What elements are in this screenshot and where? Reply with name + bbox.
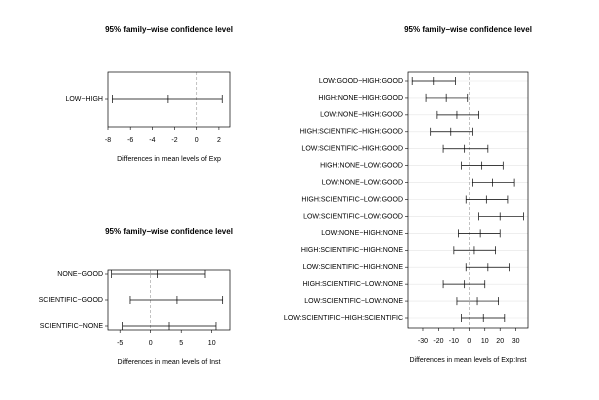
y-tick-label: LOW:NONE−HIGH:GOOD: [320, 112, 403, 119]
x-tick-label: -20: [433, 338, 443, 345]
plot-frame: [407, 71, 529, 329]
chart-title: 95% family−wise confidence level: [404, 25, 532, 34]
chart-title: 95% family−wise confidence level: [105, 227, 233, 236]
x-tick-label: 30: [512, 338, 520, 345]
y-tick-label: HIGH:SCIENTIFIC−LOW:GOOD: [301, 196, 403, 203]
x-axis-label: Differences in mean levels of Exp: [117, 156, 221, 163]
y-tick-label: LOW:SCIENTIFIC−HIGH:GOOD: [301, 146, 403, 153]
y-tick-label: LOW:SCIENTIFIC−LOW:GOOD: [303, 213, 403, 220]
y-tick-label: LOW:NONE−HIGH:NONE: [321, 230, 403, 237]
y-tick-label: HIGH:SCIENTIFIC−HIGH:GOOD: [300, 129, 403, 136]
y-tick-label: LOW:SCIENTIFIC−LOW:NONE: [304, 298, 403, 305]
chart-title: 95% family−wise confidence level: [105, 25, 233, 34]
x-tick-label: 20: [496, 338, 504, 345]
y-tick-label: HIGH:NONE−HIGH:GOOD: [318, 95, 403, 102]
x-tick-label: 0: [195, 137, 199, 144]
y-tick-label: LOW−HIGH: [65, 96, 103, 103]
y-tick-label: SCIENTIFIC−NONE: [40, 323, 104, 330]
y-tick-label: HIGH:SCIENTIFIC−HIGH:NONE: [301, 247, 403, 254]
x-tick-label: -6: [127, 137, 133, 144]
plot-frame: [107, 71, 231, 128]
x-tick-label: 2: [217, 137, 221, 144]
x-axis-label: Differences in mean levels of Exp:Inst: [410, 357, 527, 364]
x-tick-label: -30: [418, 338, 428, 345]
y-tick-label: HIGH:SCIENTIFIC−LOW:NONE: [303, 281, 404, 288]
x-tick-label: -2: [171, 137, 177, 144]
x-tick-label: -8: [105, 137, 111, 144]
x-tick-label: 10: [481, 338, 489, 345]
x-tick-label: -4: [149, 137, 155, 144]
y-tick-label: LOW:NONE−LOW:GOOD: [322, 179, 403, 186]
x-tick-label: 5: [179, 340, 183, 347]
y-tick-label: LOW:SCIENTIFIC−HIGH:NONE: [303, 264, 404, 271]
y-tick-label: LOW:GOOD−HIGH:GOOD: [319, 78, 403, 85]
x-tick-label: -5: [117, 340, 123, 347]
x-tick-label: 0: [467, 338, 471, 345]
y-tick-label: SCIENTIFIC−GOOD: [39, 297, 103, 304]
y-tick-label: HIGH:NONE−LOW:GOOD: [320, 162, 403, 169]
x-tick-label: 0: [149, 340, 153, 347]
plot-frame: [107, 269, 231, 331]
x-tick-label: 10: [208, 340, 216, 347]
y-tick-label: LOW:SCIENTIFIC−HIGH:SCIENTIFIC: [284, 315, 403, 322]
y-tick-label: NONE−GOOD: [57, 271, 103, 278]
x-tick-label: -10: [449, 338, 459, 345]
x-axis-label: Differences in mean levels of Inst: [118, 359, 221, 366]
